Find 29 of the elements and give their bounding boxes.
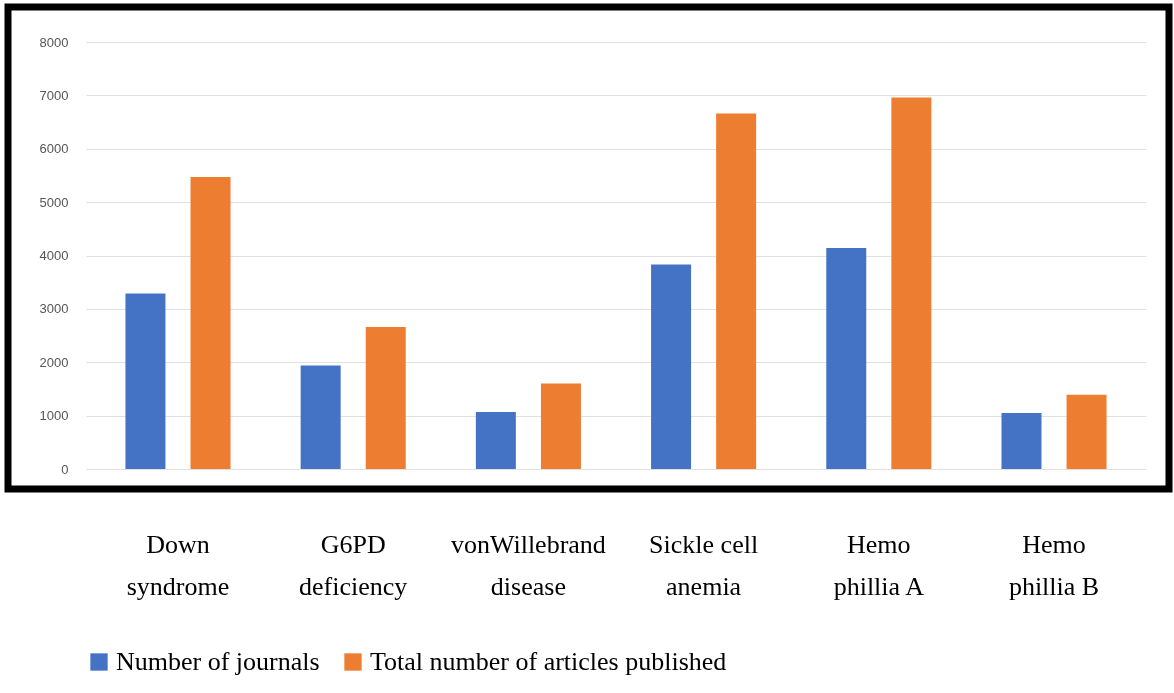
bar [300, 365, 341, 469]
bar [1066, 394, 1107, 469]
y-tick-label: 5000 [39, 194, 69, 210]
bar [365, 327, 406, 469]
x-tick-label: Hemo phillia B [1008, 529, 1100, 601]
y-tick-label: 0 [61, 461, 69, 477]
bar [891, 97, 932, 469]
bar [716, 113, 757, 469]
y-tick-label: 2000 [39, 354, 69, 370]
bar [651, 264, 692, 469]
bar [125, 293, 166, 469]
x-tick-label: vonWillebrand disease [450, 529, 606, 601]
bar [540, 383, 581, 469]
bar [1001, 412, 1042, 469]
x-tick-label: Down syndrome [126, 529, 230, 601]
y-tick-label: 1000 [39, 408, 69, 424]
legend-label: Total number of articles published [370, 647, 727, 676]
x-tick-label: Sickle cell anemia [649, 529, 759, 601]
legend-label: Number of journals [116, 647, 320, 676]
bar [190, 177, 231, 469]
y-tick-label: 6000 [39, 141, 69, 157]
bar [826, 248, 867, 469]
y-tick-label: 8000 [39, 34, 69, 50]
y-tick-label: 4000 [39, 248, 69, 263]
y-tick-label: 3000 [39, 301, 69, 317]
y-tick-label: 7000 [39, 87, 69, 103]
bar [475, 411, 516, 469]
x-tick-label: G6PD deficiency [299, 529, 408, 601]
x-tick-label: Hemo phillia A [833, 529, 925, 601]
